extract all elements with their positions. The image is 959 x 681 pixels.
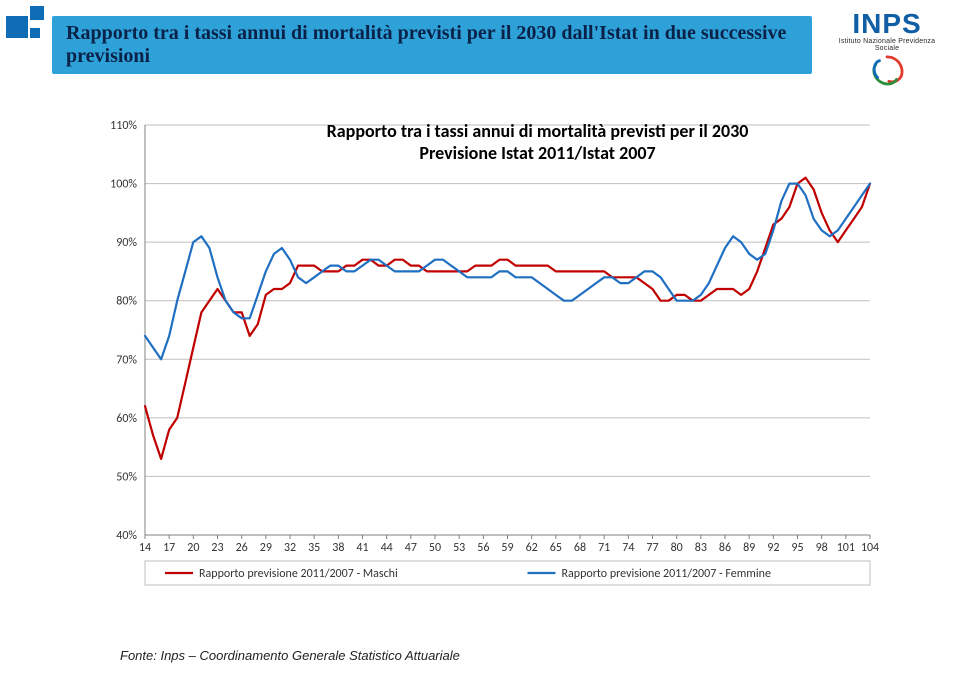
footer-source: Fonte: Inps – Coordinamento Generale Sta… xyxy=(120,648,460,663)
svg-text:29: 29 xyxy=(260,541,272,555)
header-title: Rapporto tra i tassi annui di mortalità … xyxy=(66,22,798,68)
svg-text:Previsione Istat 2011/Istat 20: Previsione Istat 2011/Istat 2007 xyxy=(419,142,655,164)
logo-tagline: Istituto Nazionale Previdenza Sociale xyxy=(827,38,947,52)
inps-logo: INPS Istituto Nazionale Previdenza Socia… xyxy=(827,8,947,92)
svg-text:92: 92 xyxy=(767,541,779,555)
svg-text:68: 68 xyxy=(574,541,586,555)
svg-text:59: 59 xyxy=(501,541,513,555)
svg-text:90%: 90% xyxy=(116,236,137,250)
svg-text:77: 77 xyxy=(646,541,658,555)
svg-text:26: 26 xyxy=(236,541,248,555)
slide: Rapporto tra i tassi annui di mortalità … xyxy=(0,0,959,681)
svg-text:110%: 110% xyxy=(110,119,137,133)
svg-text:Rapporto previsione 2011/2007: Rapporto previsione 2011/2007 - Femmine xyxy=(562,567,771,581)
svg-text:83: 83 xyxy=(695,541,707,555)
logo-swirl-icon xyxy=(868,55,906,87)
svg-text:35: 35 xyxy=(308,541,320,555)
svg-text:17: 17 xyxy=(163,541,175,555)
svg-text:98: 98 xyxy=(816,541,828,555)
svg-text:53: 53 xyxy=(453,541,465,555)
svg-text:86: 86 xyxy=(719,541,731,555)
svg-text:100%: 100% xyxy=(110,178,137,192)
svg-text:71: 71 xyxy=(598,541,610,555)
logo-name: INPS xyxy=(827,8,947,40)
svg-text:50%: 50% xyxy=(116,470,137,484)
svg-text:38: 38 xyxy=(332,541,344,555)
svg-text:Rapporto tra i tassi annui di: Rapporto tra i tassi annui di mortalità … xyxy=(327,120,749,142)
svg-text:14: 14 xyxy=(139,541,151,555)
svg-text:80: 80 xyxy=(671,541,683,555)
svg-text:65: 65 xyxy=(550,541,562,555)
svg-text:Rapporto previsione 2011/2007: Rapporto previsione 2011/2007 - Maschi xyxy=(199,567,398,581)
svg-text:41: 41 xyxy=(356,541,368,555)
svg-text:50: 50 xyxy=(429,541,441,555)
svg-text:101: 101 xyxy=(837,541,855,555)
svg-text:89: 89 xyxy=(743,541,755,555)
line-chart: 40% 50% 60% 70% 80% 90% 100% 110% 14 17 20 23 26 29 32… xyxy=(90,115,880,605)
svg-text:70%: 70% xyxy=(116,353,137,367)
svg-text:40%: 40% xyxy=(116,529,137,543)
svg-text:74: 74 xyxy=(622,541,634,555)
header-banner: Rapporto tra i tassi annui di mortalità … xyxy=(52,16,812,74)
svg-text:47: 47 xyxy=(405,541,417,555)
svg-text:44: 44 xyxy=(381,541,393,555)
chart-container: 40% 50% 60% 70% 80% 90% 100% 110% 14 17 20 23 26 29 32… xyxy=(90,115,880,605)
svg-text:60%: 60% xyxy=(116,412,137,426)
svg-text:80%: 80% xyxy=(116,295,137,309)
svg-text:62: 62 xyxy=(526,541,538,555)
svg-text:95: 95 xyxy=(791,541,803,555)
svg-text:20: 20 xyxy=(187,541,199,555)
svg-text:23: 23 xyxy=(211,541,223,555)
svg-text:56: 56 xyxy=(477,541,489,555)
svg-text:104: 104 xyxy=(861,541,879,555)
svg-text:32: 32 xyxy=(284,541,296,555)
